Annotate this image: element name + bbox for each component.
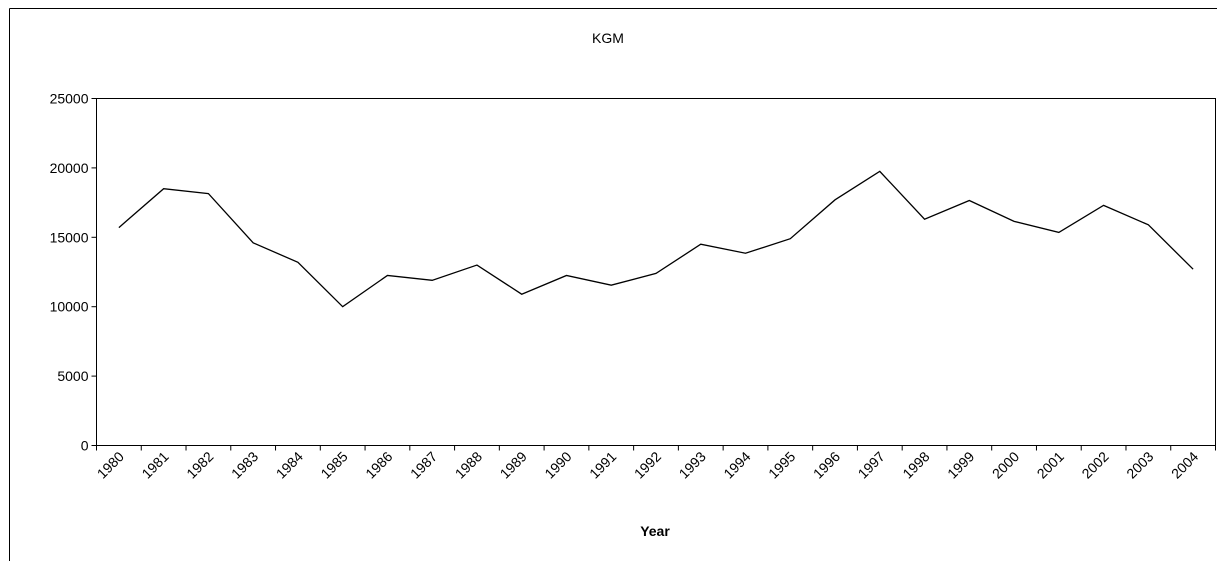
x-tick-label: 1992 <box>631 448 664 481</box>
x-tick-label: 1982 <box>183 448 216 481</box>
x-tick-label: 2001 <box>1034 448 1067 481</box>
x-tick-label: 2002 <box>1078 448 1111 481</box>
x-tick-label: 1991 <box>586 448 619 481</box>
x-axis-label: Year <box>640 523 670 539</box>
x-tick-label: 1990 <box>541 448 574 481</box>
x-tick-label: 1997 <box>855 448 888 481</box>
x-tick-label: 1999 <box>944 448 977 481</box>
x-tick-label: 1983 <box>228 448 261 481</box>
x-tick-label: 1998 <box>899 448 932 481</box>
x-tick-label: 1981 <box>138 448 171 481</box>
x-tick-label: 1989 <box>496 448 529 481</box>
x-tick-label: 1996 <box>810 448 843 481</box>
y-tick-label: 10000 <box>50 299 89 315</box>
x-tick-label: 1986 <box>362 448 395 481</box>
x-tick-label: 1980 <box>94 448 127 481</box>
x-tick-label: 1993 <box>676 448 709 481</box>
x-tick-label: 1987 <box>407 448 440 481</box>
x-tick-label: 1984 <box>273 448 306 481</box>
x-tick-label: 2004 <box>1168 448 1201 481</box>
x-tick-label: 1985 <box>317 448 350 481</box>
y-tick-label: 5000 <box>57 368 88 384</box>
x-tick-label: 2003 <box>1123 448 1156 481</box>
x-tick-label: 1994 <box>720 448 753 481</box>
y-tick-label: 15000 <box>50 229 89 245</box>
x-tick-label: 1988 <box>452 448 485 481</box>
plot-frame <box>96 98 1216 446</box>
chart-title: KGM <box>592 30 624 46</box>
x-tick-label: 1995 <box>765 448 798 481</box>
y-tick-label: 25000 <box>50 91 89 107</box>
x-tick-label: 2000 <box>989 448 1022 481</box>
y-tick-label: 20000 <box>50 160 89 176</box>
line-series <box>118 170 1194 308</box>
y-tick-label: 0 <box>81 438 89 454</box>
